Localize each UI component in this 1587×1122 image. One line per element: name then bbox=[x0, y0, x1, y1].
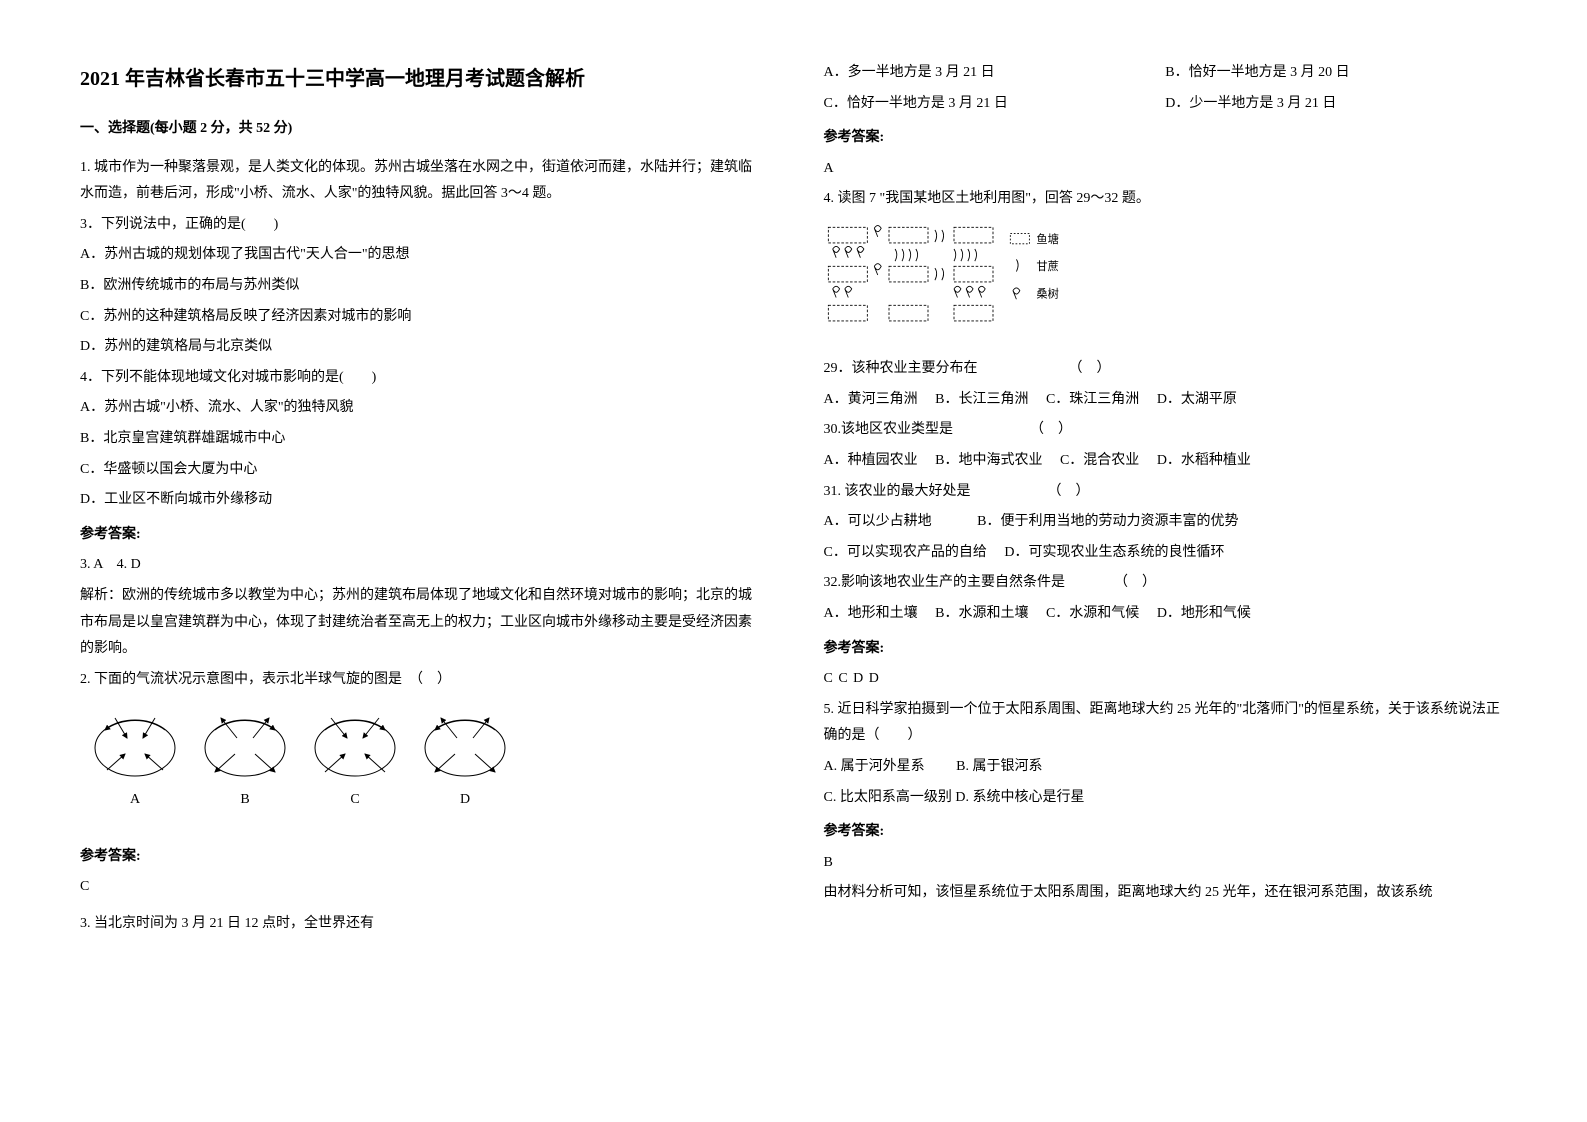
q2-answer: C bbox=[80, 874, 764, 901]
q2-answer-heading: 参考答案: bbox=[80, 844, 764, 871]
q1-sub3-opt-b: B．欧洲传统城市的布局与苏州类似 bbox=[80, 273, 764, 300]
q5-opts1: A. 属于河外星系 B. 属于银河系 bbox=[824, 754, 1508, 781]
q1-sub4-opt-a: A．苏州古城"小桥、流水、人家"的独特风貌 bbox=[80, 395, 764, 422]
q4-sub29-opts: A．黄河三角洲 B．长江三角洲 C．珠江三角洲 D．太湖平原 bbox=[824, 387, 1508, 414]
q4-sub31-opts1: A．可以少占耕地 B．便于利用当地的劳动力资源丰富的优势 bbox=[824, 509, 1508, 536]
q4-sub31-opts2: C．可以实现农产品的自给 D．可实现农业生态系统的良性循环 bbox=[824, 540, 1508, 567]
q1-sub3-stem: 3．下列说法中，正确的是( ) bbox=[80, 212, 764, 239]
q1-answer-heading: 参考答案: bbox=[80, 522, 764, 549]
q3-stem: 3. 当北京时间为 3 月 21 日 12 点时，全世界还有 bbox=[80, 911, 764, 938]
q4-sub32-d: D．地形和气候 bbox=[1157, 606, 1251, 621]
q4-sub30-d: D．水稻种植业 bbox=[1157, 453, 1251, 468]
q4-sub29-c: C．珠江三角洲 bbox=[1046, 392, 1139, 407]
q4-sub31-c: C．可以实现农产品的自给 bbox=[824, 545, 987, 560]
q3-answer: A bbox=[824, 156, 1508, 183]
q4-sub31-stem: 31. 该农业的最大好处是 （ ） bbox=[824, 479, 1508, 506]
q4-stem: 4. 读图 7 "我国某地区土地利用图"，回答 29～32 题。 bbox=[824, 186, 1508, 213]
q1-sub4-stem: 4．下列不能体现地域文化对城市影响的是( ) bbox=[80, 365, 764, 392]
legend-mulberry: 桑树 bbox=[1036, 286, 1059, 300]
q2-label-b: B bbox=[240, 792, 249, 807]
legend-pond: 鱼塘 bbox=[1036, 232, 1059, 246]
q4-sub32-opts: A．地形和土壤 B．水源和土壤 C．水源和气候 D．地形和气候 bbox=[824, 601, 1508, 628]
q4-sub30-stem: 30.该地区农业类型是 （ ） bbox=[824, 417, 1508, 444]
q3-opt-a: A．多一半地方是 3 月 21 日 bbox=[824, 60, 1166, 87]
q4-sub32-b: B．水源和土壤 bbox=[935, 606, 1028, 621]
q1-sub4-opt-d: D．工业区不断向城市外缘移动 bbox=[80, 487, 764, 514]
q2-diagram: A B C D bbox=[80, 703, 764, 834]
q3-opt-d: D．少一半地方是 3 月 21 日 bbox=[1165, 91, 1507, 118]
landuse-diagram-svg: 鱼塘 甘蔗 桑树 bbox=[824, 223, 1084, 336]
exam-title: 2021 年吉林省长春市五十三中学高一地理月考试题含解析 bbox=[80, 60, 764, 98]
left-column: 2021 年吉林省长春市五十三中学高一地理月考试题含解析 一、选择题(每小题 2… bbox=[80, 60, 764, 942]
q4-sub31-b: B．便于利用当地的劳动力资源丰富的优势 bbox=[977, 514, 1238, 529]
q5-answer: B bbox=[824, 850, 1508, 877]
q4-sub29-b: B．长江三角洲 bbox=[935, 392, 1028, 407]
cyclone-diagram-svg: A B C D bbox=[80, 703, 520, 823]
right-column: A．多一半地方是 3 月 21 日 B．恰好一半地方是 3 月 20 日 C．恰… bbox=[824, 60, 1508, 942]
q1-sub4-opt-b: B．北京皇宫建筑群雄踞城市中心 bbox=[80, 426, 764, 453]
q1-intro: 1. 城市作为一种聚落景观，是人类文化的体现。苏州古城坐落在水网之中，街道依河而… bbox=[80, 155, 764, 208]
q4-sub32-c: C．水源和气候 bbox=[1046, 606, 1139, 621]
q5-explain: 由材料分析可知，该恒星系统位于太阳系周围，距离地球大约 25 光年，还在银河系范… bbox=[824, 880, 1508, 907]
q4-sub32-a: A．地形和土壤 bbox=[824, 606, 918, 621]
q4-sub30-opts: A．种植园农业 B．地中海式农业 C．混合农业 D．水稻种植业 bbox=[824, 448, 1508, 475]
q4-sub29-d: D．太湖平原 bbox=[1157, 392, 1237, 407]
q3-opt-c: C．恰好一半地方是 3 月 21 日 bbox=[824, 91, 1166, 118]
q1-sub3-opt-d: D．苏州的建筑格局与北京类似 bbox=[80, 334, 764, 361]
q2-label-c: C bbox=[350, 792, 359, 807]
q5-opt-d: D. 系统中核心是行星 bbox=[955, 790, 1084, 805]
q5-opt-b: B. 属于银河系 bbox=[956, 759, 1042, 774]
q4-sub30-b: B．地中海式农业 bbox=[935, 453, 1042, 468]
q2-label-a: A bbox=[130, 792, 141, 807]
q1-sub3-opt-a: A．苏州古城的规划体现了我国古代"天人合一"的思想 bbox=[80, 242, 764, 269]
q2-label-d: D bbox=[460, 792, 470, 807]
q5-answer-heading: 参考答案: bbox=[824, 819, 1508, 846]
q4-answer-heading: 参考答案: bbox=[824, 636, 1508, 663]
q5-opts2: C. 比太阳系高一级别 D. 系统中核心是行星 bbox=[824, 785, 1508, 812]
q1-sub3-opt-c: C．苏州的这种建筑格局反映了经济因素对城市的影响 bbox=[80, 304, 764, 331]
q4-sub30-a: A．种植园农业 bbox=[824, 453, 918, 468]
q5-opt-c: C. 比太阳系高一级别 bbox=[824, 790, 952, 805]
q3-opts-row1: A．多一半地方是 3 月 21 日 B．恰好一半地方是 3 月 20 日 bbox=[824, 60, 1508, 87]
page: 2021 年吉林省长春市五十三中学高一地理月考试题含解析 一、选择题(每小题 2… bbox=[80, 60, 1507, 942]
legend-cane: 甘蔗 bbox=[1036, 260, 1059, 273]
q2-stem: 2. 下面的气流状况示意图中，表示北半球气旋的图是 （ ） bbox=[80, 667, 764, 694]
q4-sub29-stem: 29．该种农业主要分布在 （ ） bbox=[824, 356, 1508, 383]
q5-opt-a: A. 属于河外星系 bbox=[824, 759, 925, 774]
q4-diagram: 鱼塘 甘蔗 桑树 bbox=[824, 223, 1508, 346]
q4-sub32-stem: 32.影响该地农业生产的主要自然条件是 （ ） bbox=[824, 570, 1508, 597]
q4-sub29-a: A．黄河三角洲 bbox=[824, 392, 918, 407]
q3-opt-b: B．恰好一半地方是 3 月 20 日 bbox=[1165, 60, 1507, 87]
q4-sub31-d: D．可实现农业生态系统的良性循环 bbox=[1004, 545, 1224, 560]
q3-answer-heading: 参考答案: bbox=[824, 125, 1508, 152]
q5-stem: 5. 近日科学家拍摄到一个位于太阳系周围、距离地球大约 25 光年的"北落师门"… bbox=[824, 697, 1508, 750]
q1-answer: 3. A 4. D bbox=[80, 552, 764, 579]
q4-sub31-a: A．可以少占耕地 bbox=[824, 514, 932, 529]
q4-answer: C C D D bbox=[824, 666, 1508, 693]
q3-opts-row2: C．恰好一半地方是 3 月 21 日 D．少一半地方是 3 月 21 日 bbox=[824, 91, 1508, 118]
q1-explain: 解析：欧洲的传统城市多以教堂为中心；苏州的建筑布局体现了地域文化和自然环境对城市… bbox=[80, 583, 764, 663]
section-heading: 一、选择题(每小题 2 分，共 52 分) bbox=[80, 116, 764, 143]
q1-sub4-opt-c: C．华盛顿以国会大厦为中心 bbox=[80, 457, 764, 484]
q4-sub30-c: C．混合农业 bbox=[1060, 453, 1139, 468]
